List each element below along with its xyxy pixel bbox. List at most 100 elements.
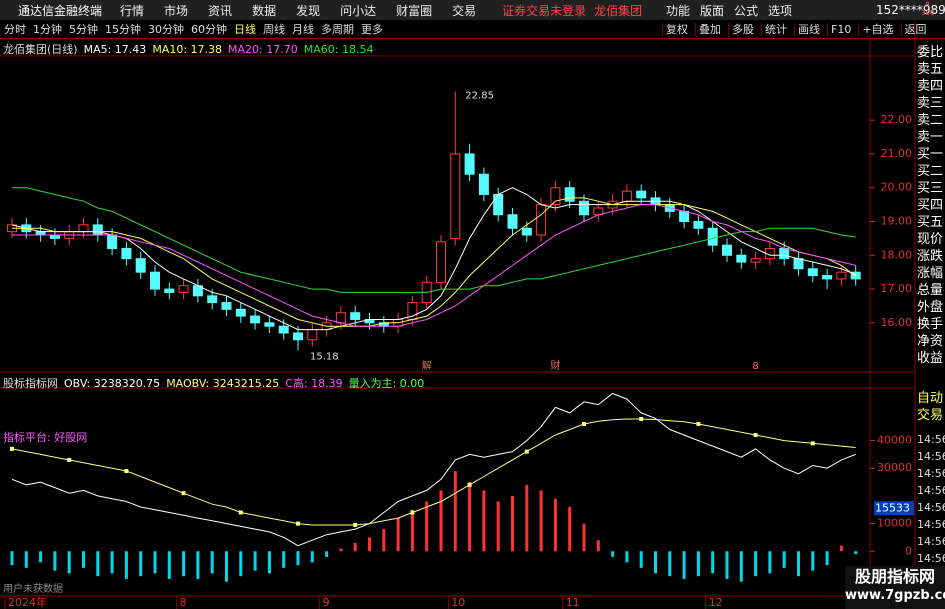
mode-label: 交易	[917, 408, 944, 423]
menu-item[interactable]: 市场	[164, 3, 189, 18]
histogram-bar	[511, 495, 514, 552]
tool-button[interactable]: 返回	[900, 23, 930, 36]
tool-button[interactable]: 统计	[761, 23, 790, 36]
quote-label: 净资	[917, 334, 944, 349]
candle-body	[278, 325, 289, 334]
y-tick-label: 30000	[877, 461, 912, 474]
menu-item[interactable]: 功能	[666, 3, 691, 18]
menu-item[interactable]: 财富圈	[396, 3, 433, 18]
period-tab[interactable]: 15分钟	[105, 23, 141, 36]
quote-label: 卖五	[917, 62, 944, 77]
watermark-name: 股朋指标网	[854, 567, 935, 586]
ma-dot	[410, 510, 415, 515]
period-tab[interactable]: 月线	[292, 23, 314, 36]
histogram-bar	[496, 501, 500, 552]
histogram-bar	[124, 551, 128, 579]
tools: 复权 叠加 多股 统计 画线 F10 +自选 返回	[662, 21, 934, 37]
tool-button[interactable]: 叠加	[695, 23, 724, 36]
histogram-bar	[39, 551, 43, 563]
time-label: 14:56	[917, 467, 945, 480]
histogram-bar	[682, 551, 686, 579]
candle-body	[436, 241, 446, 283]
quote-label: 买四	[917, 198, 944, 213]
candle-body	[164, 288, 175, 293]
candle-body	[679, 210, 690, 223]
ma-dot	[353, 522, 358, 527]
quote-label: 买二	[917, 164, 944, 179]
user-id[interactable]: 152****9892	[876, 3, 945, 17]
ma-line	[12, 197, 857, 327]
histogram-bar	[553, 498, 557, 552]
menu-item[interactable]: 资讯	[208, 3, 233, 18]
legend-entry: MA20: 17.70	[228, 43, 298, 56]
menu-item[interactable]: 行情	[120, 3, 145, 18]
quote-label: 收益	[917, 351, 944, 366]
event-marker: 8	[752, 361, 758, 372]
menu-item[interactable]: 交易	[452, 3, 477, 18]
period-tab[interactable]: 多周期	[321, 23, 354, 36]
candle-body	[264, 322, 275, 327]
menu-item[interactable]: 版面	[700, 3, 725, 18]
legend-entry: MA60: 18.54	[303, 43, 374, 56]
y-tick-label: 20.00	[881, 181, 913, 194]
histogram-bar	[596, 540, 600, 552]
candle-body	[693, 221, 704, 229]
legend-entry: MAOBV: 3243215.25	[166, 377, 280, 390]
candle-body	[836, 271, 847, 280]
title-bar: 通达信金融终端 行情 市场 资讯 数据 发现 问小达 财富圈 交易 证券交易未登录 龙佰集团 …	[0, 0, 945, 20]
low-annotation: 15.18	[310, 352, 339, 363]
histogram-bar	[425, 501, 429, 552]
ma-dot	[810, 441, 815, 446]
histogram-bar	[296, 551, 300, 566]
y-tick-label: 16.00	[881, 316, 913, 329]
x-tick-label: 2024年	[8, 595, 47, 609]
indicator-value: C高: 18.39	[285, 377, 343, 390]
menu-item[interactable]: 公式	[734, 3, 759, 18]
annotation: 指标平台: 好股网	[3, 430, 87, 444]
candle-body	[135, 258, 146, 273]
tool-button[interactable]: 画线	[794, 23, 823, 36]
login-notice[interactable]: 证券交易未登录	[502, 3, 587, 18]
period-tab[interactable]: 30分钟	[148, 23, 184, 36]
period-tab[interactable]: 分时	[4, 23, 26, 36]
candle-body	[450, 153, 461, 239]
candle-body	[536, 204, 547, 236]
menu-item[interactable]: 发现	[296, 3, 321, 18]
tool-button[interactable]: F10	[827, 23, 855, 36]
histogram-bar	[625, 551, 629, 563]
histogram-bar	[267, 551, 271, 574]
time-label: 14:56	[917, 450, 945, 463]
badge-text: 300	[921, 9, 935, 17]
indicator-line	[11, 418, 856, 526]
legend-entry: OBV: 3238320.75	[64, 377, 161, 390]
histogram-bar	[468, 482, 472, 552]
current-value: 15533	[875, 501, 910, 514]
period-tab[interactable]: 周线	[263, 23, 285, 36]
period-tab[interactable]: 更多	[361, 23, 383, 36]
ma-line	[11, 187, 856, 331]
histogram-bar	[482, 490, 486, 552]
tool-button[interactable]: 多股	[728, 23, 757, 36]
histogram-bar	[725, 551, 729, 579]
tool-button[interactable]: 复权	[662, 23, 691, 36]
period-tab[interactable]: 1分钟	[33, 23, 62, 36]
candle-body	[822, 275, 833, 280]
candle-body	[807, 268, 818, 277]
period-tab[interactable]: 60分钟	[191, 23, 227, 36]
mode-label: 自动	[917, 391, 944, 406]
quote-label: 卖三	[917, 96, 944, 111]
menu-item[interactable]: 问小达	[340, 3, 377, 18]
menu-item[interactable]: 数据	[252, 3, 277, 18]
event-marker: 解	[422, 359, 432, 372]
period-tab[interactable]: 5分钟	[69, 23, 98, 36]
ma-dot	[639, 416, 644, 421]
indicator-value: 量入为主: 0.00	[348, 377, 425, 390]
histogram-bar	[382, 529, 386, 552]
period-tab[interactable]: 日线	[234, 23, 256, 36]
tool-button[interactable]: +自选	[858, 23, 897, 36]
quote-label: 委比	[917, 45, 944, 60]
histogram-bar	[525, 484, 529, 552]
menu-item[interactable]: 选项	[768, 3, 793, 18]
quote-label: 涨跌	[917, 249, 944, 264]
histogram-bar	[167, 551, 171, 579]
